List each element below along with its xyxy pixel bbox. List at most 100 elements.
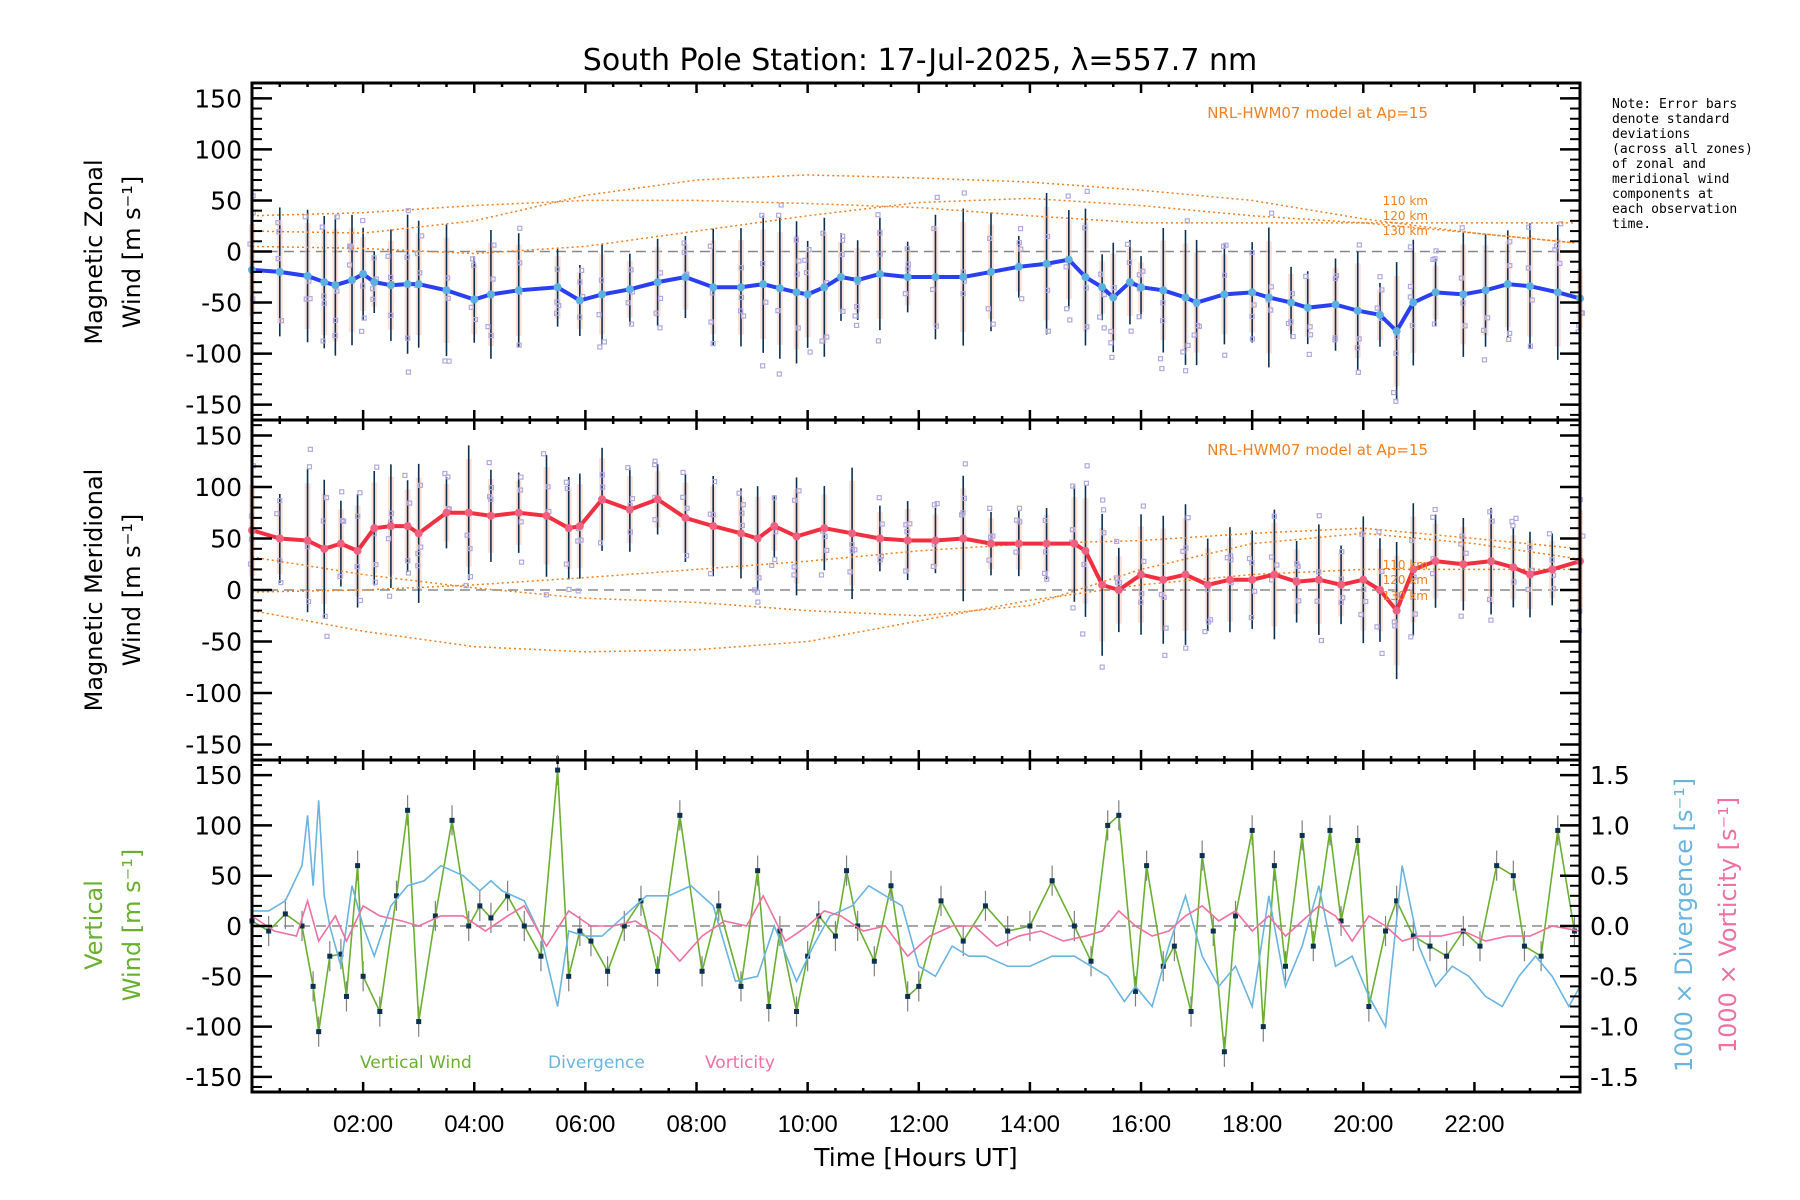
vertical-wind-point [521, 923, 527, 929]
scatter-point [680, 494, 686, 500]
scatter-point [1412, 611, 1418, 617]
x-tick-label: 14:00 [1000, 1111, 1060, 1138]
scatter-point [540, 451, 547, 457]
mean-wind-point [1159, 286, 1168, 295]
scatter-point [1550, 586, 1557, 592]
meridional-model-annotation: NRL-HWM07 model at Ap=15 [1207, 441, 1428, 459]
scatter-point [1013, 549, 1019, 555]
scatter-point [1486, 596, 1493, 603]
mean-wind-point [442, 508, 451, 517]
scatter-point [1141, 558, 1147, 565]
mean-wind-point [442, 286, 451, 295]
vertical-wind-point [1027, 923, 1033, 929]
vertical-wind-point [1199, 853, 1205, 859]
scatter-point [904, 246, 910, 252]
scatter-point [1316, 569, 1322, 575]
scatter-point [1271, 513, 1277, 519]
vertical-wind-point [1427, 943, 1433, 949]
vertical-wind-point [905, 993, 911, 999]
scatter-point [388, 274, 394, 280]
vertical-wind-point [588, 938, 594, 944]
model-curve-130km [251, 568, 1575, 653]
scatter-point [516, 342, 522, 348]
scatter-point [760, 363, 766, 369]
scatter-point [347, 243, 354, 249]
scatter-point [1510, 523, 1516, 529]
scatter-point [1064, 306, 1070, 312]
y-tick-label: 150 [194, 84, 242, 113]
scatter-point [575, 588, 581, 594]
mean-wind-point [903, 536, 912, 545]
scatter-point [322, 613, 328, 619]
scatter-point [1249, 313, 1255, 319]
vertical-wind-point [282, 911, 288, 917]
scatter-point [760, 261, 766, 267]
scatter-point [1098, 271, 1104, 277]
x-tick-label: 02:00 [333, 1111, 393, 1138]
scatter-point [1126, 259, 1132, 266]
scatter-point [1097, 314, 1103, 320]
scatter-point [1395, 592, 1401, 598]
scatter-point [1506, 336, 1512, 343]
vertical-wind-point [1494, 863, 1500, 869]
scatter-point [1332, 337, 1338, 343]
vertical-wind-point [832, 933, 838, 939]
scatter-point [629, 496, 636, 502]
mean-wind-point [1459, 290, 1468, 299]
scatter-point [1138, 599, 1144, 605]
scatter-point [652, 462, 658, 468]
divergence-line [252, 800, 1581, 1030]
scatter-point [1044, 233, 1051, 240]
scatter-point [554, 266, 560, 272]
scatter-point [627, 529, 633, 535]
scatter-point [1430, 256, 1436, 263]
scatter-point [877, 251, 883, 257]
scatter-point [1081, 561, 1087, 568]
scatter-point [852, 313, 858, 319]
scatter-point [1338, 599, 1344, 605]
scatter-point [1084, 463, 1090, 469]
scatter-point [1374, 305, 1380, 311]
mean-wind-point [564, 524, 573, 533]
vertical-wind-point [916, 983, 922, 989]
scatter-point [598, 277, 604, 283]
scatter-point [470, 256, 476, 262]
scatter-point [564, 485, 570, 492]
scatter-point [1274, 562, 1280, 568]
y-tick-label: 0 [226, 238, 242, 267]
vertical-wind-point [1571, 928, 1577, 934]
scatter-point [1180, 548, 1186, 554]
scatter-point [1340, 595, 1346, 601]
note-line: meridional wind [1612, 172, 1729, 187]
scatter-point [278, 318, 285, 324]
scatter-point [1429, 570, 1436, 577]
mean-wind-point [1109, 293, 1118, 302]
zonal-alt-110: 110 km [1383, 194, 1428, 208]
scatter-point [1248, 614, 1254, 621]
scatter-point [1511, 579, 1517, 585]
mean-wind-point [514, 508, 523, 517]
scatter-point [1016, 505, 1023, 511]
scatter-point [339, 489, 345, 495]
mean-wind-point [1359, 575, 1368, 584]
scatter-point [1063, 264, 1069, 270]
mean-wind-point [1081, 546, 1090, 555]
scatter-point [990, 321, 996, 327]
scatter-point [802, 257, 808, 263]
scatter-point [876, 495, 882, 501]
vertical-wind-point [266, 928, 272, 934]
scatter-point [684, 505, 690, 511]
scatter-point [839, 251, 845, 258]
scatter-point [517, 487, 524, 493]
scatter-point [707, 571, 714, 577]
scatter-point [1460, 300, 1466, 306]
mean-wind-point [514, 286, 523, 295]
scatter-point [419, 233, 425, 239]
scatter-point [1432, 506, 1438, 513]
scatter-point [339, 517, 345, 524]
mean-wind-point [320, 544, 329, 553]
note-line: components at [1612, 187, 1714, 202]
scatter-point [987, 505, 993, 511]
meridional-alt-120: 120 km [1383, 573, 1428, 587]
mean-wind-point [1137, 283, 1146, 292]
